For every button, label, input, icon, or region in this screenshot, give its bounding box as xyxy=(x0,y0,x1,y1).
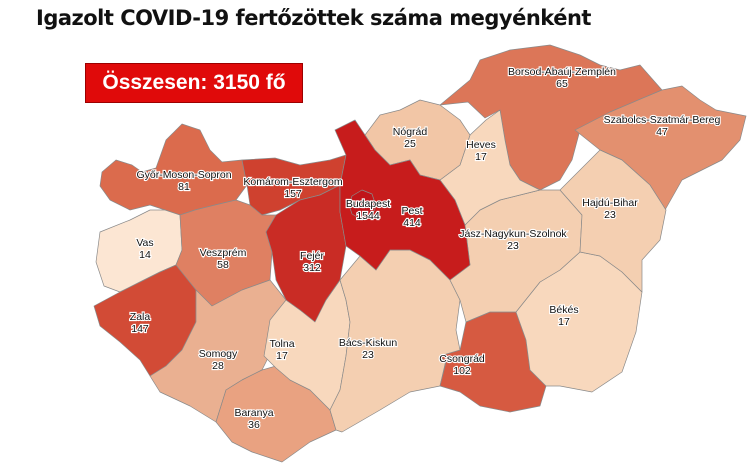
county-value-label: 23 xyxy=(604,209,616,221)
county-value-label: 102 xyxy=(453,365,471,377)
county-name-label: Nógrád xyxy=(393,126,428,138)
total-cases-box: Összesen: 3150 fő xyxy=(85,63,303,103)
county-name-label: Tolna xyxy=(269,338,294,350)
county-name-label: Bács-Kiskun xyxy=(339,337,398,349)
county-value-label: 414 xyxy=(403,217,421,229)
county-name-label: Vas xyxy=(136,237,153,249)
county-value-label: 47 xyxy=(656,126,668,138)
county-value-label: 17 xyxy=(558,316,570,328)
county-value-label: 28 xyxy=(212,360,224,372)
county-name-label: Pest xyxy=(401,205,422,217)
county-name-label: Veszprém xyxy=(200,247,247,259)
county-name-label: Borsod-Abaúj-Zemplén xyxy=(508,66,616,78)
county-name-label: Somogy xyxy=(199,348,238,360)
county-name-label: Zala xyxy=(130,311,151,323)
county-value-label: 36 xyxy=(248,419,260,431)
county-name-label: Hajdú-Bihar xyxy=(582,197,638,209)
county-value-label: 147 xyxy=(131,323,149,335)
county-value-label: 17 xyxy=(475,151,487,163)
county-name-label: Fejér xyxy=(300,250,324,262)
county-value-label: 312 xyxy=(303,262,321,274)
county-name-label: Baranya xyxy=(234,407,273,419)
county-name-label: Jász-Nagykun-Szolnok xyxy=(459,228,567,240)
county-name-label: Győr-Moson-Sopron xyxy=(136,169,231,181)
county-heves xyxy=(439,109,541,226)
county-budapest xyxy=(348,189,377,221)
county-fejer xyxy=(265,184,347,323)
county-name-label: Heves xyxy=(466,139,496,151)
county-shapes xyxy=(93,44,747,463)
county-hajdu xyxy=(559,149,667,293)
county-value-label: 157 xyxy=(284,188,302,200)
map-title: Igazolt COVID-19 fertőzöttek száma megyé… xyxy=(36,6,591,30)
county-value-label: 17 xyxy=(276,350,288,362)
county-name-label: Komárom-Esztergom xyxy=(243,176,342,188)
county-value-label: 81 xyxy=(178,181,190,193)
county-value-label: 23 xyxy=(507,240,519,252)
county-value-label: 65 xyxy=(556,78,568,90)
county-value-label: 14 xyxy=(139,249,151,261)
county-name-label: Csongrád xyxy=(439,353,485,365)
county-name-label: Szabolcs-Szatmár-Bereg xyxy=(604,114,721,126)
county-value-label: 23 xyxy=(362,349,374,361)
county-value-label: 25 xyxy=(404,138,416,150)
county-value-label: 1544 xyxy=(356,210,380,222)
county-name-label: Budapest xyxy=(346,198,390,210)
county-value-label: 58 xyxy=(217,259,229,271)
county-name-label: Békés xyxy=(549,304,578,316)
county-pest xyxy=(334,119,471,281)
